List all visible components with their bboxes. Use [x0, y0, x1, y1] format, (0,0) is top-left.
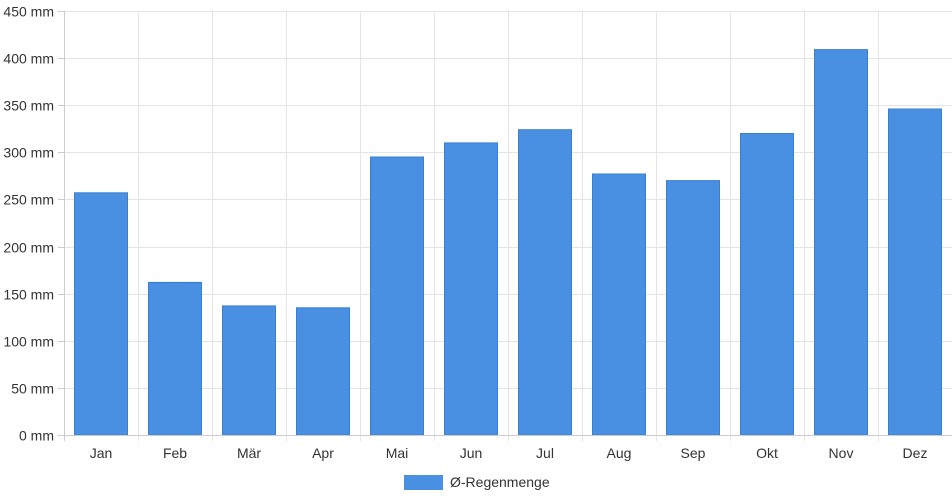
bar-jan	[74, 192, 128, 436]
x-tick-label: Apr	[312, 445, 334, 461]
y-tick-label: 450 mm	[3, 4, 54, 20]
axes	[64, 11, 952, 441]
x-tick-label: Mai	[386, 445, 409, 461]
y-tick-label: 400 mm	[3, 51, 54, 67]
legend-label: Ø-Regenmenge	[450, 474, 550, 490]
bars	[74, 49, 942, 436]
bar-nov	[814, 49, 868, 436]
x-tick-label: Jan	[90, 445, 113, 461]
x-tick-label: Mär	[237, 445, 261, 461]
bar-mär	[222, 305, 276, 436]
y-tick-label: 50 mm	[11, 381, 54, 397]
bar-mai	[370, 156, 424, 436]
y-tick-label: 0 mm	[19, 428, 54, 444]
x-tick-label: Jun	[460, 445, 483, 461]
x-axis-tick-labels: Jan Feb Mär Apr Mai Jun Jul Aug Sep Okt Nov Dez	[90, 445, 928, 461]
y-tick-label: 350 mm	[3, 98, 54, 114]
legend[interactable]: Ø-Regenmenge	[404, 474, 550, 490]
x-tick-label: Jul	[536, 445, 554, 461]
y-tick-label: 150 mm	[3, 287, 54, 303]
y-tick-label: 250 mm	[3, 192, 54, 208]
bar-dez	[888, 108, 942, 436]
bar-feb	[148, 281, 202, 436]
y-tick-label: 100 mm	[3, 334, 54, 350]
x-tick-label: Okt	[756, 445, 778, 461]
legend-swatch	[404, 475, 443, 490]
x-tick-label: Aug	[607, 445, 632, 461]
y-tick-label: 300 mm	[3, 145, 54, 161]
grid-lines	[58, 11, 952, 441]
x-tick-label: Nov	[829, 445, 854, 461]
x-tick-label: Feb	[163, 445, 187, 461]
bar-jul	[518, 129, 572, 436]
y-tick-label: 200 mm	[3, 240, 54, 256]
y-axis-tick-labels: 0 mm 50 mm 100 mm 150 mm 200 mm 250 mm 300 mm 3…	[3, 4, 54, 444]
x-tick-label: Sep	[681, 445, 706, 461]
x-tick-label: Dez	[903, 445, 928, 461]
bar-apr	[296, 307, 350, 436]
bar-okt	[740, 133, 794, 436]
bar-jun	[444, 142, 498, 436]
bar-aug	[592, 173, 646, 436]
bar-sep	[666, 180, 720, 436]
